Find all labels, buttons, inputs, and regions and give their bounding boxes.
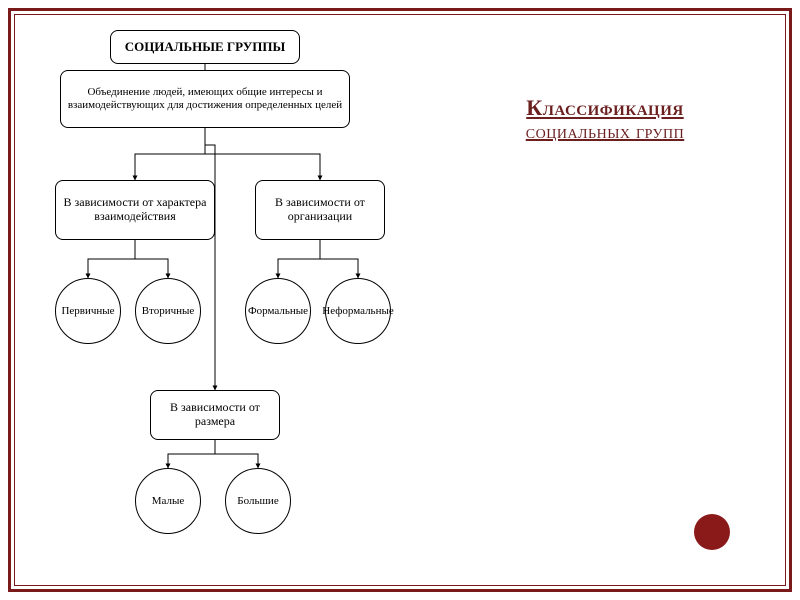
node-c22: Неформальные: [325, 278, 391, 344]
node-b2: В зависимости от организации: [255, 180, 385, 240]
accent-dot: [694, 514, 730, 550]
node-root: СОЦИАЛЬНЫЕ ГРУППЫ: [110, 30, 300, 64]
title-line1: Классификация: [470, 95, 740, 121]
node-c32: Большие: [225, 468, 291, 534]
title-line2: социальных групп: [470, 121, 740, 144]
node-def: Объединение людей, имеющих общие интерес…: [60, 70, 350, 128]
node-c21: Формальные: [245, 278, 311, 344]
node-c11: Первичные: [55, 278, 121, 344]
node-b1: В зависимости от характера взаимодействи…: [55, 180, 215, 240]
node-c12: Вторичные: [135, 278, 201, 344]
node-b3: В зависимости от размера: [150, 390, 280, 440]
slide-title: Классификация социальных групп: [470, 95, 740, 144]
node-c31: Малые: [135, 468, 201, 534]
